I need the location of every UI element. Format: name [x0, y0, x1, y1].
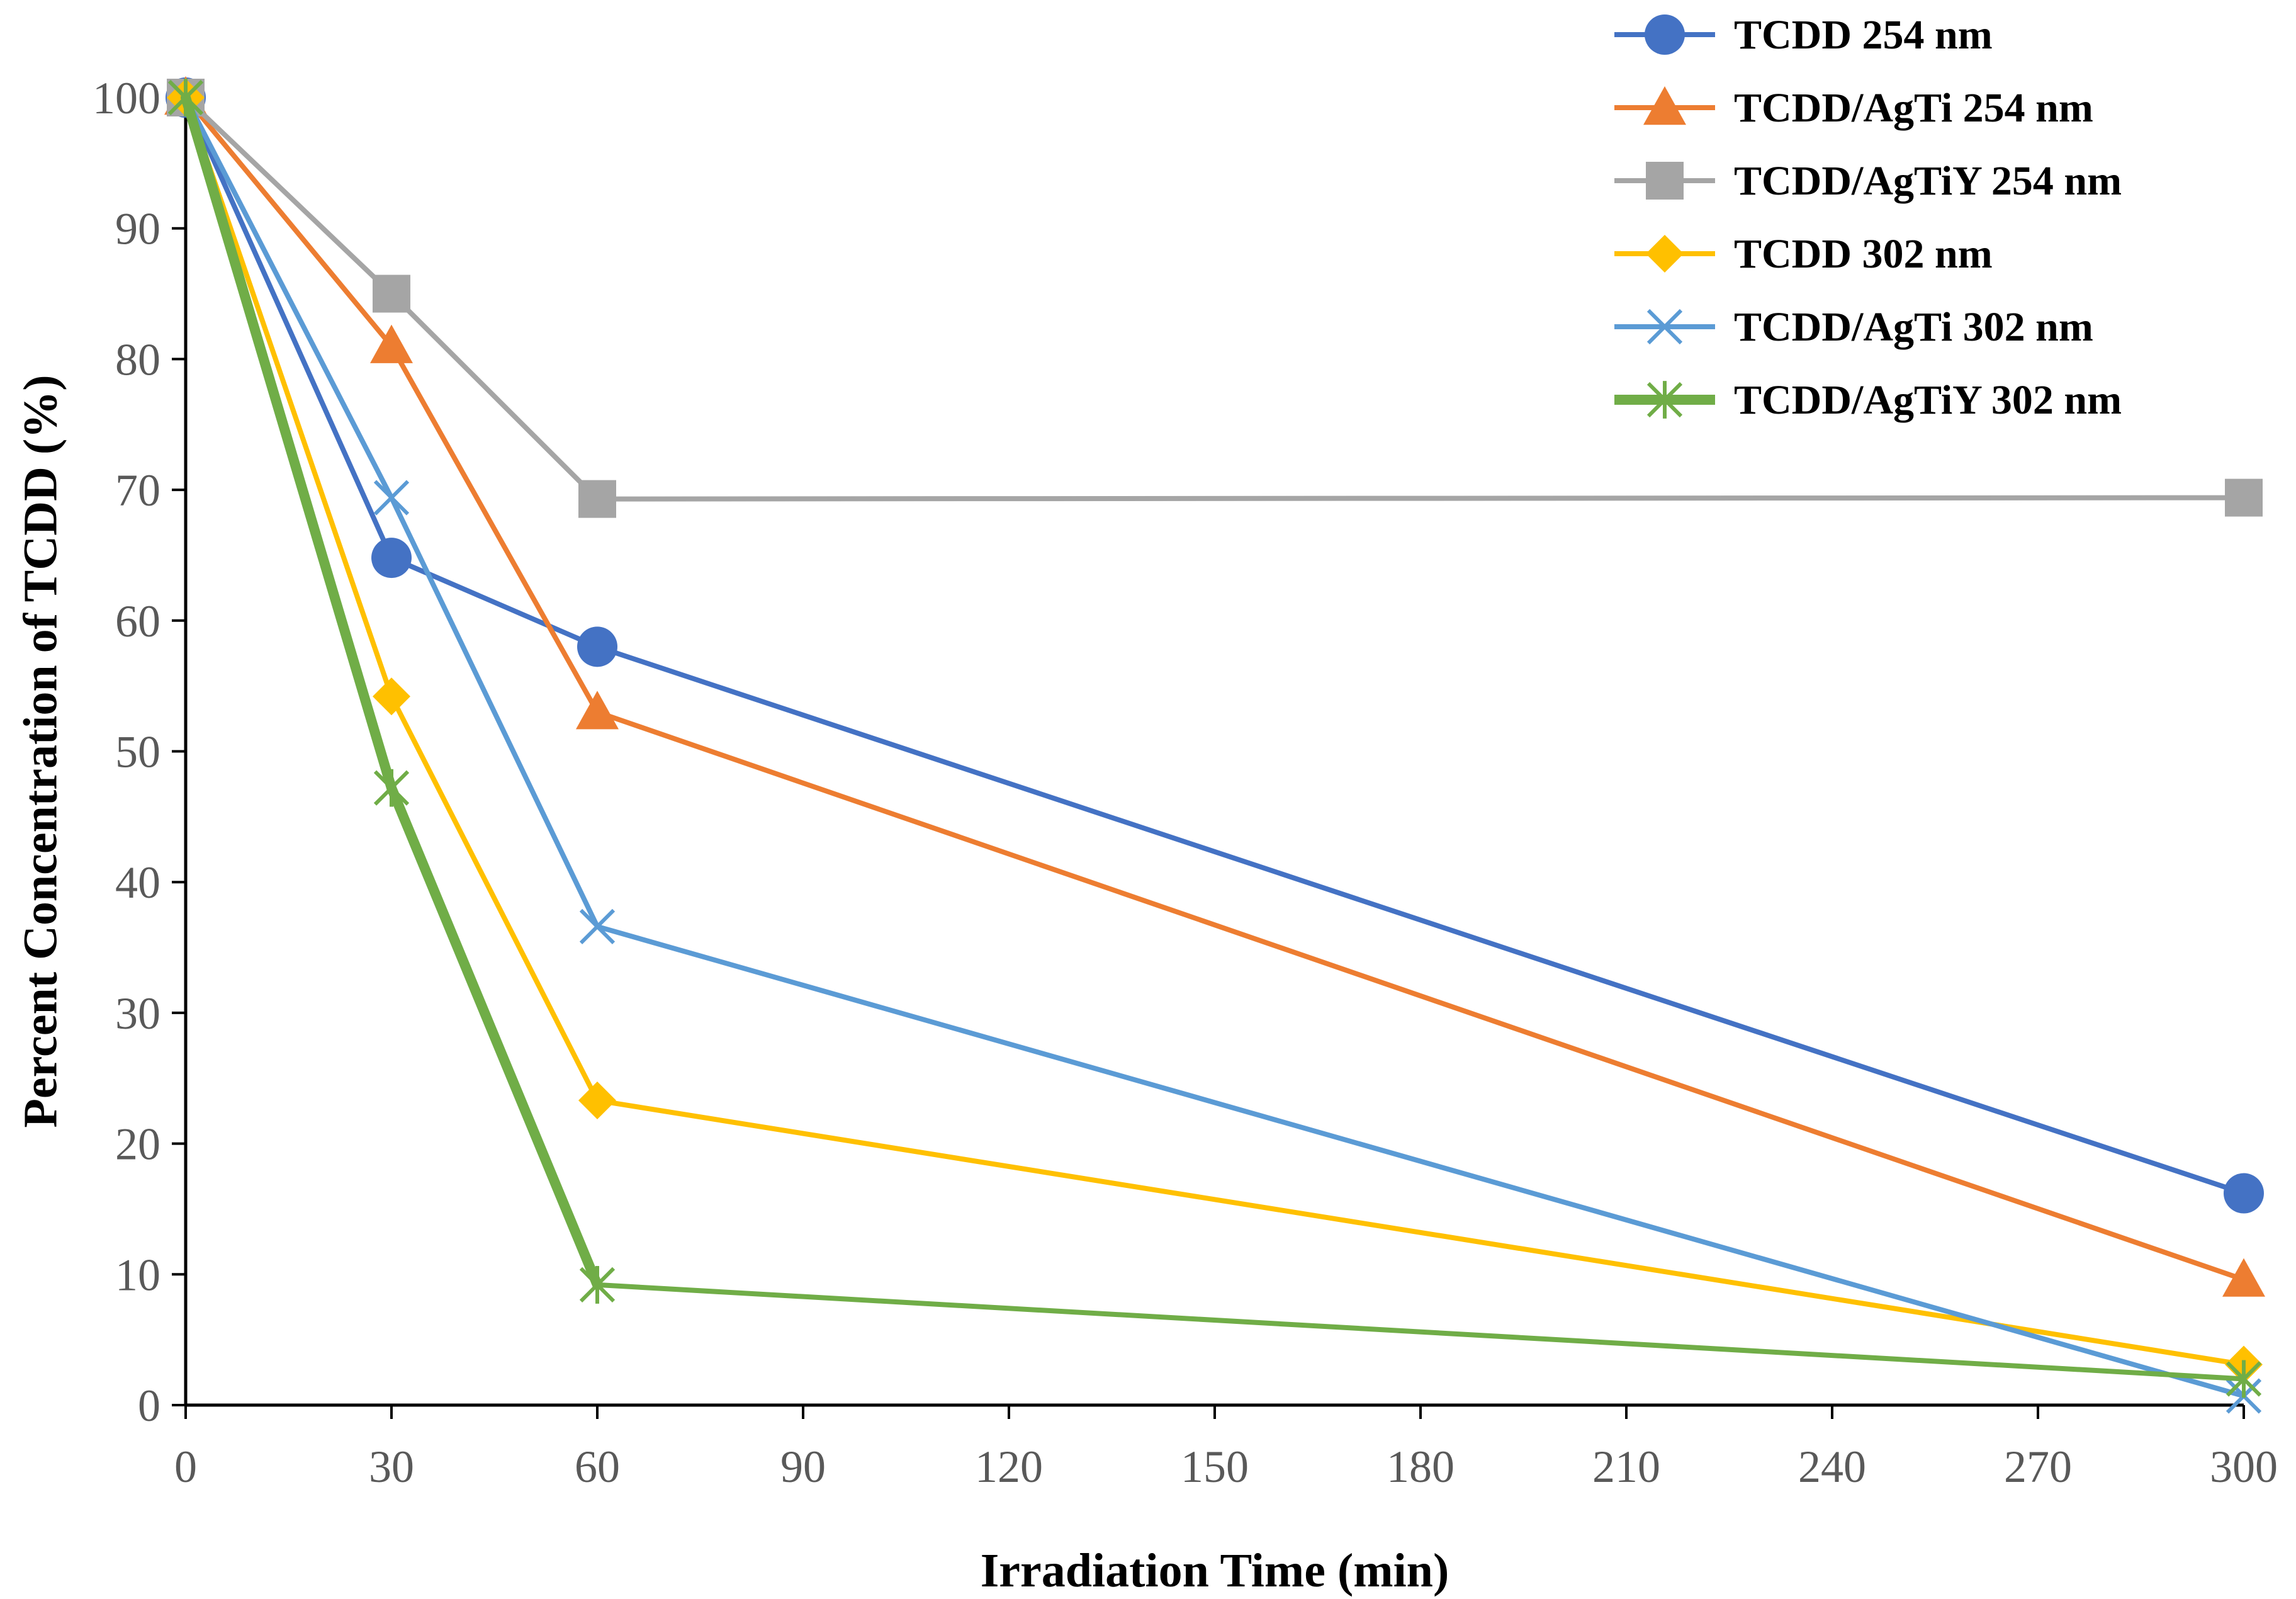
data-point: [371, 538, 412, 579]
legend-label: TCDD 302 nm: [1734, 231, 1993, 277]
axes: 0 10 20 30 40 50 60 70 80 90 100 0 30 60 90 120 150 180 21…: [93, 73, 2278, 1492]
data-point: [2222, 1258, 2265, 1297]
legend-item-tcdd-254-nm: TCDD 254 nm: [1614, 12, 1993, 58]
series-tcdd-agtiy-254-nm: [167, 79, 2263, 518]
series-line-segment: [389, 495, 600, 929]
y-tick-label: 50: [115, 727, 160, 777]
data-point: [2224, 1173, 2264, 1214]
y-tick-label: 30: [115, 988, 160, 1039]
legend-item-tcdd-agti-302-nm: TCDD/AgTi 302 nm: [1614, 304, 2093, 350]
series-line-segment: [183, 95, 394, 349]
legend-marker: [1646, 235, 1684, 273]
series-line-segment: [595, 1282, 2246, 1382]
series-tcdd-agti-302-nm: [167, 79, 2262, 1414]
legend-label: TCDD/AgTiY 302 nm: [1734, 377, 2122, 423]
marker-stroke: [1646, 308, 1683, 345]
data-point: [577, 626, 617, 667]
series-line-segment: [389, 343, 600, 715]
legend: TCDD 254 nm TCDD/AgTi 254 nm TCDD/AgTiY 25…: [1614, 12, 2122, 423]
y-tick-label: 80: [115, 334, 160, 385]
y-tick-label: 100: [93, 73, 160, 123]
data-point: [579, 1266, 616, 1304]
legend-marker: [1646, 162, 1684, 200]
data-point: [373, 677, 410, 716]
legend-label: TCDD 254 nm: [1734, 12, 1993, 58]
series-line-segment: [181, 93, 397, 793]
x-tick-label: 270: [2004, 1442, 2072, 1492]
data-point: [579, 908, 616, 944]
series-line-segment: [389, 291, 600, 502]
y-tick-label: 0: [138, 1381, 160, 1431]
series-line-segment: [386, 783, 602, 1290]
series-line-segment: [389, 694, 600, 1104]
legend-marker: [1646, 308, 1683, 345]
series-line-segment: [595, 1098, 2246, 1367]
x-axis-title: Irradiation Time (min): [981, 1544, 1449, 1597]
data-point: [576, 691, 619, 730]
series-line-segment: [595, 709, 2246, 1282]
x-tick-label: 180: [1387, 1442, 1455, 1492]
series-line-segment: [595, 644, 2246, 1196]
y-tick-label: 40: [115, 857, 160, 908]
series-line-segment: [183, 95, 394, 500]
series-line-segment: [595, 924, 2246, 1399]
x-tick-label: 60: [575, 1442, 620, 1492]
legend-item-tcdd-agtiy-302-nm: TCDD/AgTiY 302 nm: [1614, 377, 2122, 423]
x-tick-label: 0: [174, 1442, 197, 1492]
marker-stroke: [579, 908, 616, 944]
x-tick-label: 150: [1181, 1442, 1249, 1492]
legend-item-tcdd-302-nm: TCDD 302 nm: [1614, 231, 1993, 277]
x-tick-label: 240: [1798, 1442, 1866, 1492]
y-tick-label: 90: [115, 204, 160, 254]
series-line-segment: [183, 95, 394, 297]
data-point: [370, 324, 413, 363]
data-point: [578, 1082, 616, 1120]
y-tick-label: 20: [115, 1119, 160, 1170]
series-tcdd-254-nm: [166, 77, 2264, 1214]
x-tick-label: 210: [1592, 1442, 1660, 1492]
x-tick-label: 120: [975, 1442, 1043, 1492]
x-tick-label: 300: [2210, 1442, 2278, 1492]
legend-label: TCDD/AgTiY 254 nm: [1734, 158, 2122, 204]
y-tick-label: 70: [115, 465, 160, 516]
series-tcdd-agti-254-nm: [164, 76, 2265, 1297]
legend-label: TCDD/AgTi 302 nm: [1734, 304, 2093, 350]
legend-item-tcdd-agti-254-nm: TCDD/AgTi 254 nm: [1614, 85, 2093, 131]
data-point: [578, 480, 616, 518]
series-line-segment: [183, 95, 394, 561]
data-point: [2226, 1360, 2262, 1398]
data-point: [167, 79, 204, 116]
legend-item-tcdd-agtiy-254-nm: TCDD/AgTiY 254 nm: [1614, 158, 2122, 204]
legend-label: TCDD/AgTi 254 nm: [1734, 85, 2093, 131]
y-axis-title: Percent Concentration of TCDD (%): [14, 375, 67, 1127]
y-tick-label: 60: [115, 596, 160, 647]
marker-stroke: [373, 480, 410, 516]
legend-marker: [1646, 381, 1683, 419]
series-tcdd-agtiy-302-nm: [167, 79, 2262, 1398]
series-line-segment: [389, 555, 600, 650]
legend-marker: [1645, 14, 1685, 55]
data-point: [2225, 478, 2263, 517]
x-tick-label: 30: [369, 1442, 414, 1492]
data-point: [373, 480, 410, 516]
legend-marker: [1643, 86, 1686, 125]
data-point: [373, 769, 410, 807]
data-point: [373, 274, 410, 313]
series-lines: [164, 76, 2265, 1414]
x-tick-label: 90: [780, 1442, 826, 1492]
series-line-segment: [595, 495, 2246, 502]
y-tick-label: 10: [115, 1250, 160, 1300]
